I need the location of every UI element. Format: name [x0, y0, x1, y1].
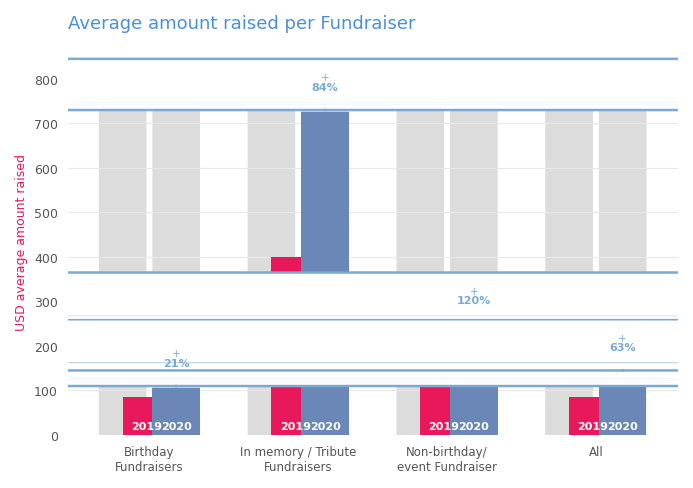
Bar [152, 388, 200, 435]
Bar [272, 257, 319, 435]
Text: 120%: 120% [457, 296, 491, 305]
Bar [301, 113, 349, 435]
Polygon shape [0, 104, 693, 111]
Polygon shape [385, 62, 456, 435]
Bar [450, 326, 498, 435]
Polygon shape [236, 62, 307, 435]
Text: 84%: 84% [312, 82, 338, 93]
Polygon shape [141, 62, 212, 435]
Text: 2019: 2019 [131, 421, 162, 431]
Polygon shape [0, 364, 693, 371]
Polygon shape [289, 62, 361, 435]
Polygon shape [438, 62, 509, 435]
Bar [420, 384, 468, 435]
Polygon shape [87, 62, 158, 435]
Bar [569, 397, 617, 435]
Text: 2020: 2020 [607, 421, 638, 431]
Text: 2020: 2020 [161, 421, 191, 431]
Text: 2019: 2019 [280, 421, 310, 431]
Text: +: + [321, 73, 329, 83]
Polygon shape [534, 62, 605, 435]
Text: +: + [470, 286, 478, 296]
Ellipse shape [0, 335, 693, 380]
Bar [123, 397, 170, 435]
Text: +: + [172, 348, 180, 358]
Ellipse shape [0, 320, 693, 364]
Text: +: + [618, 333, 627, 343]
Bar [599, 373, 647, 435]
Text: 2019: 2019 [428, 421, 459, 431]
Text: 2020: 2020 [310, 421, 340, 431]
Text: 21%: 21% [163, 358, 189, 368]
Polygon shape [587, 62, 658, 435]
Ellipse shape [0, 273, 693, 317]
Text: 2020: 2020 [459, 421, 489, 431]
Polygon shape [0, 317, 693, 324]
Y-axis label: USD average amount raised: USD average amount raised [15, 154, 28, 330]
Text: 2019: 2019 [577, 421, 608, 431]
Text: Average amount raised per Fundraiser: Average amount raised per Fundraiser [67, 15, 415, 33]
Polygon shape [0, 380, 693, 386]
Text: 63%: 63% [609, 343, 636, 352]
Ellipse shape [0, 60, 693, 104]
